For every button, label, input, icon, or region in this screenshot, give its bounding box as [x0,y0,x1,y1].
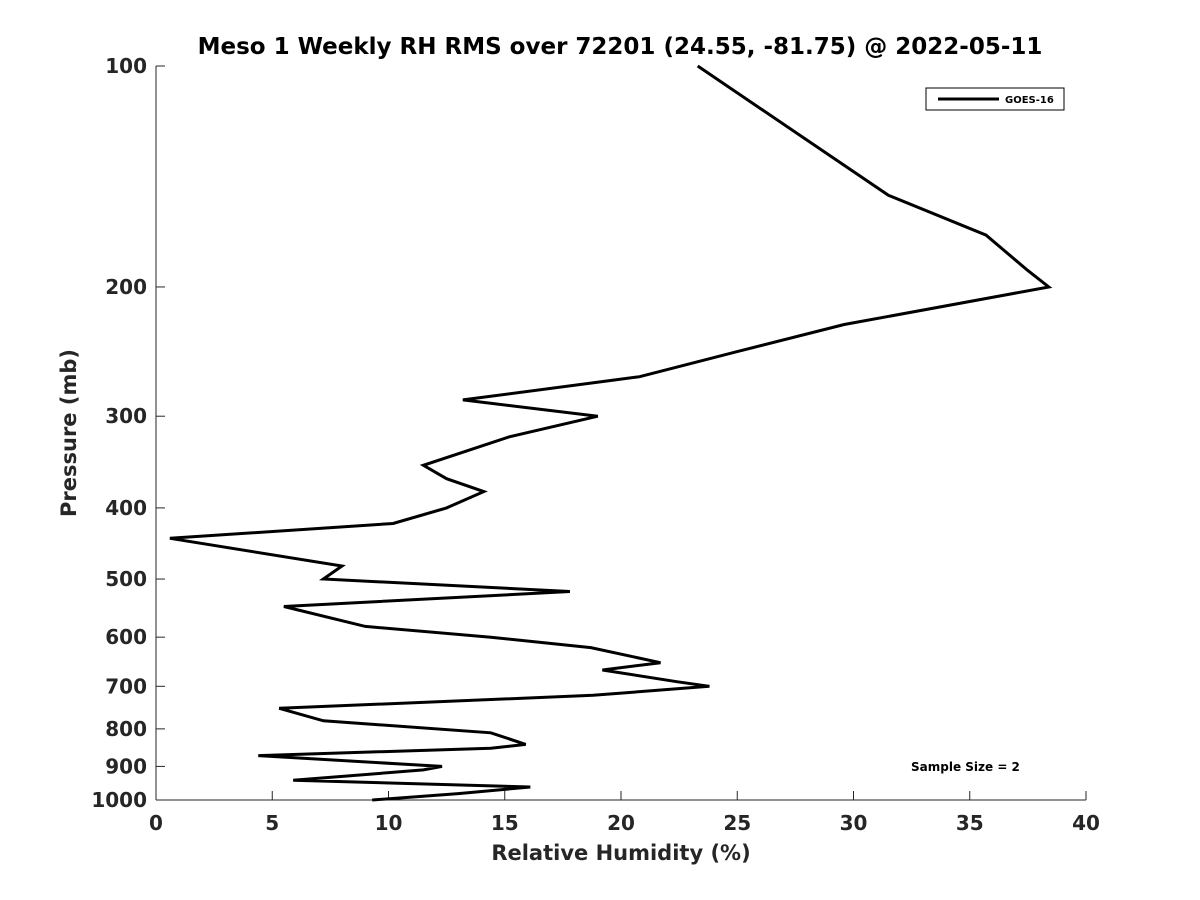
y-tick-label: 300 [105,404,147,428]
x-tick-label: 30 [840,811,868,835]
y-tick-label: 1000 [91,788,147,812]
sample-size-annotation: Sample Size = 2 [911,760,1020,774]
x-tick-label: 35 [956,811,984,835]
x-tick-label: 10 [375,811,403,835]
y-tick-label: 100 [105,54,147,78]
y-axis-title: Pressure (mb) [57,349,81,517]
x-tick-label: 20 [607,811,635,835]
x-tick-label: 5 [265,811,279,835]
y-tick-label: 200 [105,275,147,299]
series-layer [169,64,1053,802]
y-tick-label: 500 [105,567,147,591]
chart-title: Meso 1 Weekly RH RMS over 72201 (24.55, … [198,34,1043,60]
x-axis-title: Relative Humidity (%) [491,841,750,865]
x-axis: 0 5 10 15 20 25 30 35 40 [149,791,1100,835]
y-tick-label: 700 [105,674,147,698]
y-tick-label: 600 [105,625,147,649]
x-tick-label: 0 [149,811,163,835]
x-tick-label: 40 [1072,811,1100,835]
y-tick-label: 400 [105,496,147,520]
series-line-goes-16 [169,64,1053,802]
x-tick-label: 25 [723,811,751,835]
y-tick-label: 900 [105,754,147,778]
x-tick-label: 15 [491,811,519,835]
y-axis: 100 200 300 400 500 600 700 800 900 1000 [91,54,165,812]
y-tick-label: 800 [105,717,147,741]
legend: GOES-16 [925,87,1065,111]
legend-label-goes-16: GOES-16 [1005,95,1054,106]
